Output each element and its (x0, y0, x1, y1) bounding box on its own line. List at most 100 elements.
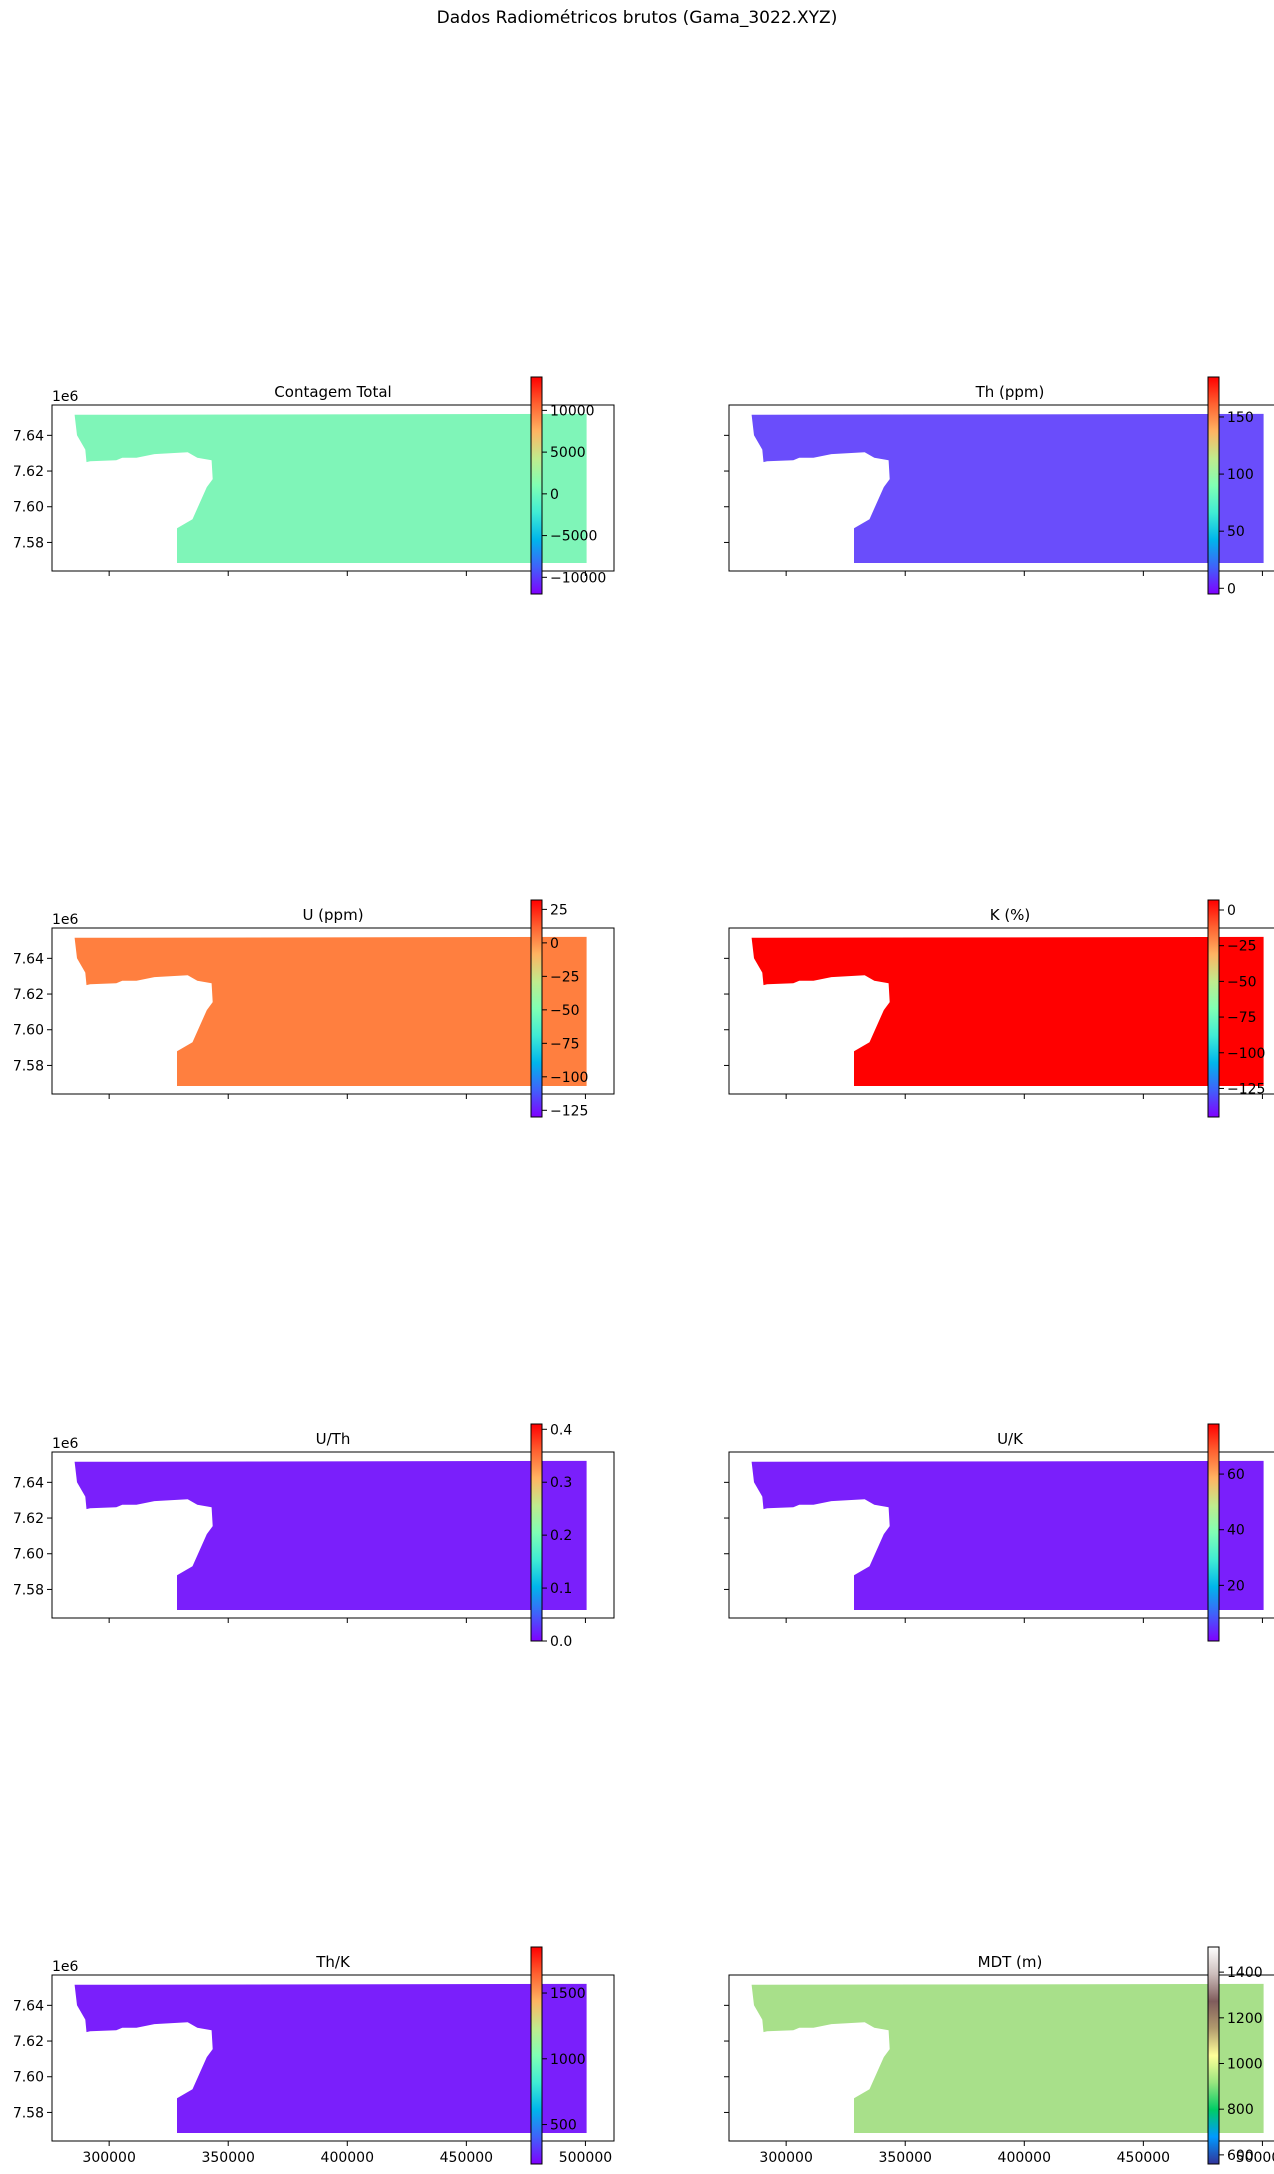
data-footprint (751, 1460, 1264, 1610)
figure-title: Dados Radiométricos brutos (Gama_3022.XY… (436, 8, 838, 28)
y-offset-label: 1e6 (52, 1959, 79, 1975)
x-tick-label: 350000 (201, 2150, 254, 2166)
colorbar (530, 1423, 543, 1642)
subplot-title: U/K (997, 1430, 1024, 1448)
subplot-1: Contagem Total 7.64 7.62 7.60 7.58 1e6 10000 50… (13, 376, 615, 595)
colorbar-tick-label: −5000 (550, 529, 597, 545)
y-tick-label: 7.58 (13, 535, 44, 551)
colorbar-tick-label: −75 (550, 1036, 580, 1052)
colorbar-tick-label: 0 (1227, 581, 1236, 597)
data-footprint (74, 1460, 587, 1610)
colorbar (530, 1946, 543, 2165)
x-tick-label: 350000 (878, 2150, 931, 2166)
data-footprint (74, 1983, 587, 2133)
subplot-title: Contagem Total (274, 383, 391, 401)
y-tick-label: 7.58 (13, 1058, 44, 1074)
colorbar-tick-label: 1000 (550, 2052, 586, 2068)
axes-frame (728, 1974, 1274, 2142)
subplot-6: U/K 60 40 20 (724, 1423, 1274, 1642)
colorbar (1207, 1946, 1220, 2165)
subplot-7: Th/K 300000 350000 400000 450000 500000 7.64 7.… (13, 1946, 615, 2166)
y-tick-label: 7.58 (13, 1582, 44, 1598)
colorbar-tick-label: 0.0 (550, 1634, 572, 1650)
colorbar-tick-label: −125 (550, 1103, 588, 1119)
subplot-title: Th/K (315, 1953, 351, 1971)
y-offset-label: 1e6 (52, 389, 79, 405)
colorbar (530, 899, 543, 1118)
data-footprint (751, 1983, 1264, 2133)
colorbar-tick-label: 0.3 (550, 1475, 572, 1491)
colorbar-tick-label: −75 (1227, 1010, 1257, 1026)
axes-frame (51, 1451, 615, 1619)
y-tick-label: 7.60 (13, 500, 44, 516)
y-tick-label: 7.58 (13, 2105, 44, 2121)
subplot-8: MDT (m) 300000 350000 400000 450000 500000 140… (724, 1946, 1274, 2166)
y-tick-label: 7.60 (13, 1023, 44, 1039)
colorbar-tick-label: −100 (1227, 1046, 1265, 1062)
colorbar (530, 376, 543, 595)
subplot-5: U/Th 7.64 7.62 7.60 7.58 1e6 0.4 0.3 0.2 0.1 0.0 (13, 1422, 615, 1650)
axes-frame (51, 1974, 615, 2142)
x-tick-label: 500000 (1236, 2150, 1274, 2166)
colorbar-tick-label: 0.2 (550, 1528, 572, 1544)
colorbar-tick-label: 0 (1227, 903, 1236, 919)
colorbar-tick-label: 25 (550, 902, 568, 918)
subplot-title: MDT (m) (978, 1953, 1043, 1971)
y-offset-label: 1e6 (52, 912, 79, 928)
y-tick-label: 7.64 (13, 428, 44, 444)
colorbar-tick-label: 800 (1227, 2102, 1254, 2118)
axes-frame (728, 927, 1274, 1095)
subplot-title: U/Th (316, 1430, 351, 1448)
axes-frame (728, 404, 1274, 572)
x-tick-label: 400000 (321, 2150, 374, 2166)
colorbar-tick-label: −125 (1227, 1081, 1265, 1097)
y-tick-label: 7.60 (13, 1547, 44, 1563)
colorbar-tick-label: −50 (550, 1003, 580, 1019)
colorbar-tick-label: 1400 (1227, 1965, 1263, 1981)
colorbar-tick-label: −25 (550, 969, 580, 985)
data-footprint (751, 936, 1264, 1086)
y-tick-label: 7.64 (13, 1998, 44, 2014)
y-tick-label: 7.64 (13, 1475, 44, 1491)
x-tick-label: 300000 (82, 2150, 135, 2166)
colorbar (1207, 899, 1220, 1118)
y-offset-label: 1e6 (52, 1436, 79, 1452)
y-tick-label: 7.62 (13, 2034, 44, 2050)
colorbar-tick-label: 40 (1227, 1523, 1245, 1539)
colorbar-tick-label: 0.4 (550, 1422, 572, 1438)
colorbar-tick-label: 150 (1227, 410, 1254, 426)
colorbar-tick-label: 5000 (550, 445, 586, 461)
axes-frame (51, 927, 615, 1095)
y-tick-label: 7.62 (13, 1511, 44, 1527)
colorbar-tick-label: 1000 (1227, 2056, 1263, 2072)
x-tick-label: 300000 (759, 2150, 812, 2166)
colorbar (1207, 1423, 1220, 1642)
colorbar-tick-label: 10000 (550, 403, 595, 419)
colorbar-tick-label: 1200 (1227, 2011, 1263, 2027)
x-tick-label: 450000 (440, 2150, 493, 2166)
data-footprint (751, 413, 1264, 563)
colorbar-tick-label: −25 (1227, 939, 1257, 955)
y-tick-label: 7.60 (13, 2070, 44, 2086)
subplot-4: K (%) 0 −25 −50 −75 −100 −125 (724, 899, 1274, 1118)
colorbar-tick-label: 60 (1227, 1467, 1245, 1483)
y-tick-label: 7.62 (13, 464, 44, 480)
colorbar-tick-label: −50 (1227, 974, 1257, 990)
y-tick-label: 7.64 (13, 951, 44, 967)
colorbar-tick-label: −10000 (550, 570, 606, 586)
colorbar (1207, 376, 1220, 595)
colorbar-tick-label: 100 (1227, 467, 1254, 483)
colorbar-tick-label: 0 (550, 487, 559, 503)
x-tick-label: 500000 (559, 2150, 612, 2166)
colorbar-tick-label: 600 (1227, 2148, 1254, 2164)
colorbar-tick-label: 0 (550, 936, 559, 952)
subplot-2: Th (ppm) 150 100 50 0 (724, 376, 1274, 597)
x-tick-label: 450000 (1117, 2150, 1170, 2166)
subplot-title: K (%) (990, 906, 1031, 924)
x-tick-label: 400000 (998, 2150, 1051, 2166)
subplot-3: U (ppm) 7.64 7.62 7.60 7.58 1e6 25 0 −25 −50 −75 −1… (13, 899, 615, 1119)
colorbar-tick-label: 1500 (550, 1986, 586, 2002)
data-footprint (74, 936, 587, 1086)
axes-frame (728, 1451, 1274, 1619)
